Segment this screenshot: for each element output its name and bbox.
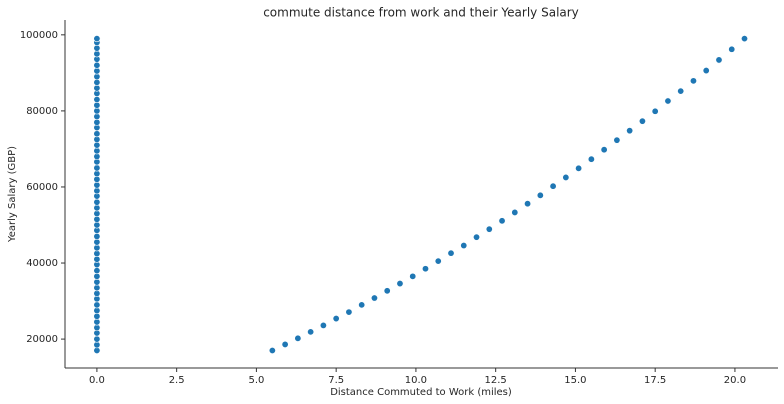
point [715,56,723,64]
point [651,107,659,115]
point [93,301,101,309]
point [319,321,327,329]
x-axis-label: Distance Commuted to Work (miles) [330,387,512,398]
point [93,35,101,43]
point [294,334,302,342]
point [268,347,276,355]
point [536,191,544,199]
point [93,335,101,343]
y-tick-label: 100000 [20,30,58,41]
point [728,45,736,53]
point [600,146,608,154]
point [677,87,685,95]
chart-title: commute distance from work and their Yea… [263,6,579,20]
point [396,280,404,288]
point [93,130,101,138]
point [524,200,532,208]
point [281,340,289,348]
point [575,164,583,172]
x-tick-label: 7.5 [328,375,344,386]
point [626,127,634,135]
point [587,155,595,163]
x-tick-label: 17.5 [644,375,666,386]
y-tick-label: 20000 [26,334,58,345]
point [358,301,366,309]
point [93,232,101,240]
point [664,97,672,105]
point [93,95,101,103]
point [689,77,697,85]
x-tick-label: 10.0 [405,375,427,386]
point [383,287,391,295]
point [702,67,710,75]
point [485,225,493,233]
x-tick-label: 5.0 [248,375,264,386]
point [638,117,646,125]
point [741,35,749,43]
point [460,242,468,250]
point [549,182,557,190]
y-tick-label: 60000 [26,182,58,193]
x-tick-label: 12.5 [485,375,507,386]
point [345,308,353,316]
point [409,272,417,280]
point [93,267,101,275]
y-axis-label: Yearly Salary (GBP) [7,146,18,243]
x-tick-label: 0.0 [89,375,105,386]
point [421,265,429,273]
point [447,249,455,257]
point [332,315,340,323]
x-tick-label: 2.5 [169,375,185,386]
point [613,136,621,144]
y-tick-label: 40000 [26,258,58,269]
point [307,328,315,336]
point [93,61,101,69]
x-tick-label: 15.0 [564,375,586,386]
y-tick-label: 80000 [26,106,58,117]
point [511,208,519,216]
x-tick-label: 20.0 [724,375,746,386]
point [562,173,570,181]
point [498,217,506,225]
point [473,233,481,241]
point [93,164,101,172]
point [93,198,101,206]
point [434,257,442,265]
point [370,294,378,302]
